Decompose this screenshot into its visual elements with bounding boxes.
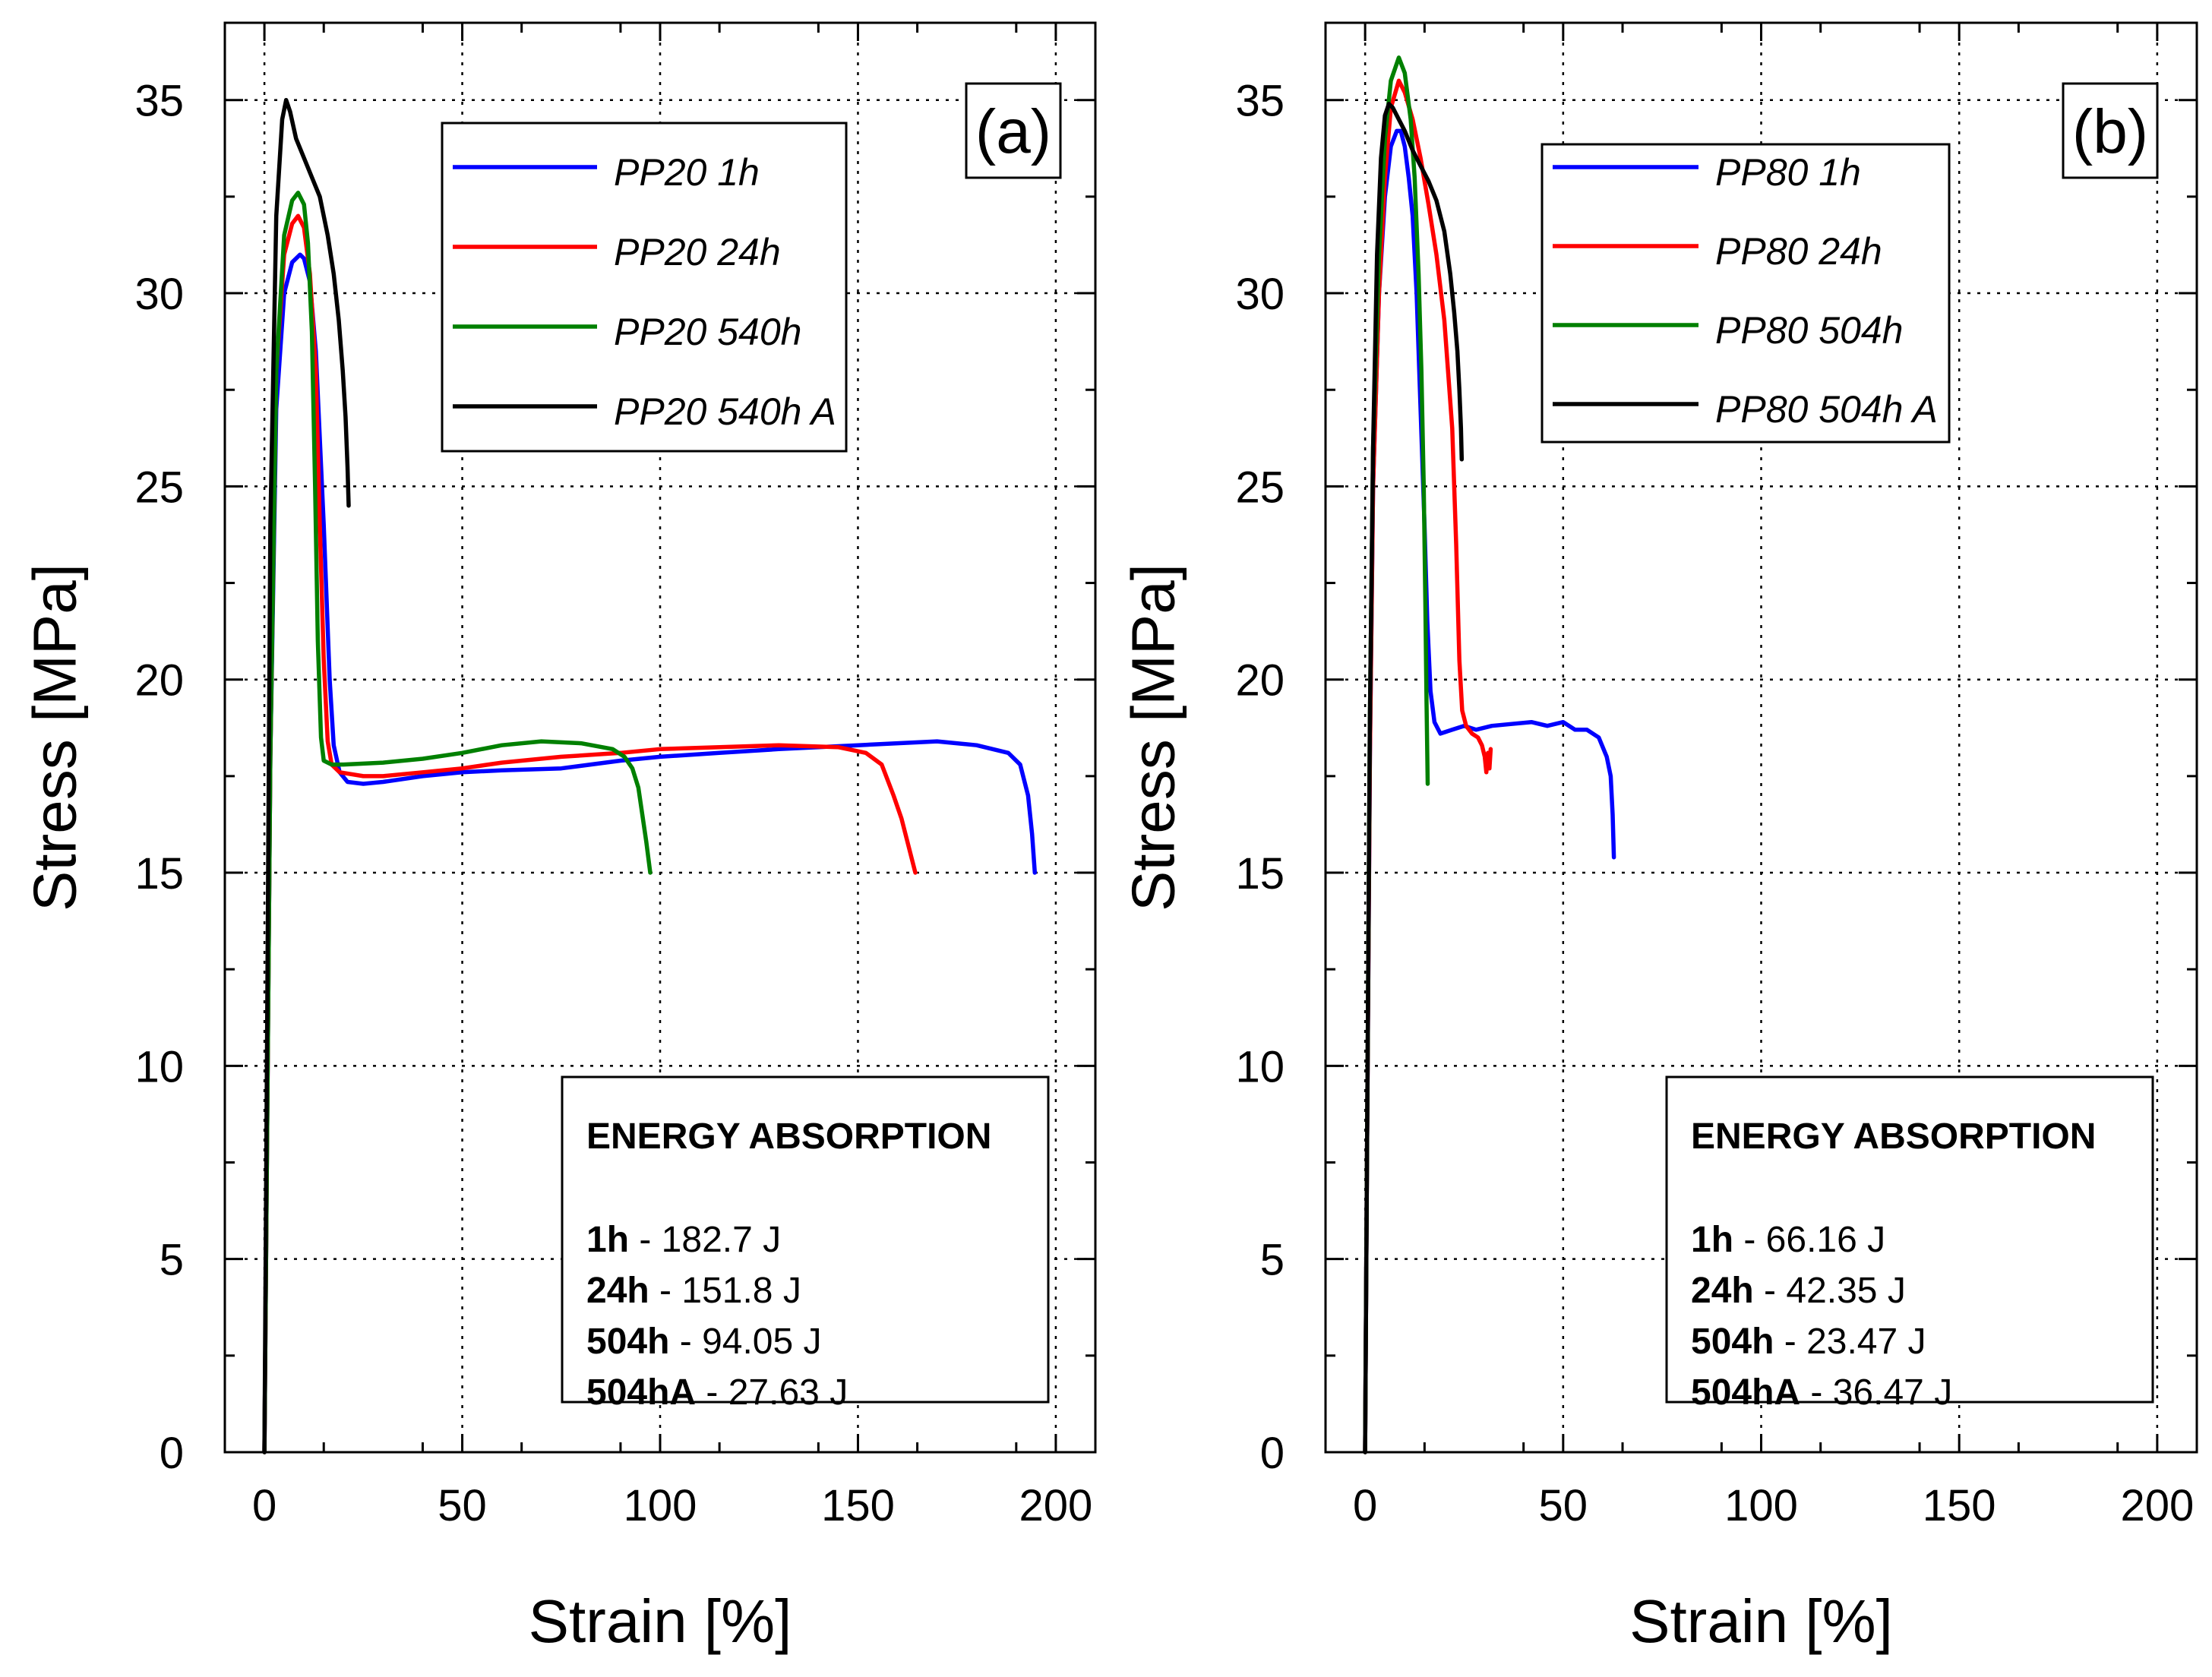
energy-row: 1h - 182.7 J [586, 1220, 781, 1260]
y-tick-label: 10 [1235, 1042, 1285, 1091]
x-tick-label: 0 [1353, 1481, 1377, 1530]
energy-row-value: - 94.05 J [669, 1322, 821, 1362]
axis-ticks [1324, 23, 2197, 1454]
energy-row-key: 1h [1691, 1220, 1733, 1260]
series-lines [1363, 55, 1616, 1454]
energy-row-value: - 182.7 J [629, 1220, 781, 1260]
energy-absorption-box: ENERGY ABSORPTION 1h - 182.7 J 24h - 151.8… [561, 1075, 1050, 1413]
y-axis-title: Stress [MPa] [1120, 564, 1187, 911]
y-tick-label: 25 [134, 463, 184, 512]
y-tick-label: 10 [134, 1042, 184, 1091]
panel-tag: (a) [975, 97, 1051, 166]
x-tick-label: 100 [1724, 1481, 1798, 1530]
energy-title: ENERGY ABSORPTION [1691, 1116, 2096, 1157]
energy-row-value: - 36.47 J [1800, 1372, 1952, 1413]
energy-row: 504hA - 36.47 J [1691, 1372, 1952, 1413]
series-line-pp20-1h [262, 252, 1038, 1454]
legend: PP80 1h PP80 24h PP80 504h PP80 504h A [1540, 143, 1951, 444]
y-tick-label: 35 [1235, 77, 1285, 126]
energy-row-key: 1h [586, 1220, 629, 1260]
y-tick-label: 35 [134, 77, 184, 126]
panel-tag-box [965, 82, 1062, 179]
legend-entry: PP80 504h A [1715, 388, 1938, 431]
x-tick-label: 200 [1019, 1481, 1093, 1530]
legend-entry: PP20 540h [614, 311, 801, 353]
x-tick-label: 100 [624, 1481, 697, 1530]
legend-box [441, 122, 848, 453]
x-tick-label: 150 [1923, 1481, 1996, 1530]
panel-b: 0 50 100 150 200 0 5 10 15 20 25 30 35 Strain [%] Stre… [1120, 21, 2198, 1655]
y-tick-label: 0 [160, 1429, 184, 1478]
energy-row-key: 504h [586, 1322, 669, 1362]
x-tick-label: 200 [2120, 1481, 2194, 1530]
x-tick-label: 150 [821, 1481, 895, 1530]
x-tick-label: 50 [438, 1481, 487, 1530]
energy-row-key: 24h [1691, 1271, 1754, 1311]
series-line-pp80-1h [1363, 128, 1616, 1454]
energy-row-key: 24h [586, 1271, 649, 1311]
energy-row: 504h - 23.47 J [1691, 1322, 1926, 1362]
y-tick-label: 5 [160, 1236, 184, 1285]
series-line-pp20-540h-a [262, 97, 351, 1454]
y-tick-label: 30 [134, 270, 184, 319]
energy-row-value: - 42.35 J [1754, 1271, 1906, 1311]
legend-entry: PP80 24h [1715, 230, 1882, 273]
x-axis-title: Strain [%] [1629, 1587, 1893, 1655]
legend-entry: PP80 1h [1715, 151, 1861, 194]
legend-entry: PP20 24h [614, 231, 781, 273]
y-axis-title: Stress [MPa] [21, 564, 89, 911]
energy-box-frame [1665, 1075, 2154, 1404]
y-tick-label: 5 [1260, 1236, 1285, 1285]
energy-row: 24h - 151.8 J [586, 1271, 801, 1311]
series-line-pp20-24h [262, 213, 918, 1454]
y-tick-label: 15 [134, 849, 184, 899]
y-tick-label: 20 [134, 656, 184, 706]
series-line-pp80-504h-a [1363, 102, 1465, 1454]
energy-row-key: 504h [1691, 1322, 1774, 1362]
energy-row-value: - 23.47 J [1774, 1322, 1926, 1362]
y-tick-label: 30 [1235, 270, 1285, 319]
series-line-pp80-504h [1363, 55, 1430, 1454]
energy-row-key: 504hA [586, 1372, 696, 1413]
legend-entry: PP20 540h A [614, 390, 836, 433]
y-tick-label: 25 [1235, 463, 1285, 512]
energy-absorption-box: ENERGY ABSORPTION 1h - 66.16 J 24h - 42.35… [1665, 1075, 2154, 1413]
energy-row: 1h - 66.16 J [1691, 1220, 1885, 1260]
legend-entry: PP80 504h [1715, 309, 1903, 352]
x-tick-label: 50 [1539, 1481, 1588, 1530]
legend: PP20 1h PP20 24h PP20 540h PP20 540h A [441, 122, 848, 453]
panel-tag: (b) [2072, 97, 2148, 166]
energy-row-value: - 151.8 J [649, 1271, 801, 1311]
energy-row-key: 504hA [1691, 1372, 1800, 1413]
y-tick-label: 0 [1260, 1429, 1285, 1478]
energy-row: 504h - 94.05 J [586, 1322, 822, 1362]
legend-box [1540, 143, 1951, 444]
x-tick-label: 0 [252, 1481, 276, 1530]
energy-row-value: - 27.63 J [696, 1372, 848, 1413]
y-tick-label: 15 [1235, 849, 1285, 899]
panel-tag-box [2062, 82, 2159, 179]
energy-row: 504hA - 27.63 J [586, 1372, 848, 1413]
energy-box-frame [561, 1075, 1050, 1404]
x-axis-title: Strain [%] [529, 1587, 792, 1655]
energy-row: 24h - 42.35 J [1691, 1271, 1906, 1311]
energy-title: ENERGY ABSORPTION [586, 1116, 991, 1157]
y-tick-label: 20 [1235, 656, 1285, 706]
panel-a: 0 50 100 150 200 0 5 10 15 20 25 30 35 Strain [%] Stre… [21, 21, 1097, 1655]
axis-ticks [223, 23, 1095, 1454]
legend-entry: PP20 1h [614, 151, 760, 194]
series-lines [262, 97, 1038, 1454]
series-line-pp20-540h [262, 191, 653, 1454]
energy-row-value: - 66.16 J [1733, 1220, 1885, 1260]
